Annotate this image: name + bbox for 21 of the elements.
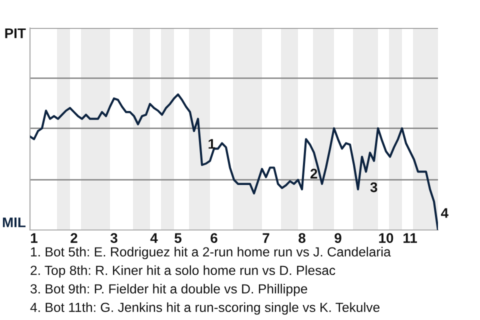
- x-tick-label: 8: [298, 233, 306, 243]
- text: 4: [440, 208, 448, 218]
- x-tick-label: 7: [262, 233, 270, 243]
- x-tick-label: 10: [379, 233, 394, 243]
- x-tick-label: 11: [404, 233, 417, 243]
- annotation: 2: [310, 168, 318, 178]
- text: MIL: [2, 218, 26, 228]
- x-tick-label: 6: [210, 233, 218, 243]
- x-tick-label: 1: [31, 233, 38, 243]
- x-tick-label: 2: [70, 233, 78, 243]
- text: 2. Top 8th: R. Kiner hit a solo home run vs D. Plesac: [30, 265, 336, 278]
- x-tick-label: 5: [174, 233, 182, 243]
- x-tick-label: 3: [110, 233, 118, 243]
- x-tick-label: 9: [334, 233, 342, 243]
- annotation: 3: [370, 182, 378, 192]
- x-tick-label: 4: [150, 233, 158, 243]
- annotation: 1: [208, 139, 216, 149]
- text: PIT: [5, 28, 26, 38]
- text: 3. Bot 9th: P. Fielder hit a double vs D. Phillippe: [30, 284, 308, 296]
- text: 1. Bot 5th: E. Rodriguez hit a 2-run home run vs J. Candelaria: [31, 246, 391, 260]
- text: 4. Bot 11th: G. Jenkins hit a run-scoring single vs K. Tekulve: [30, 302, 380, 315]
